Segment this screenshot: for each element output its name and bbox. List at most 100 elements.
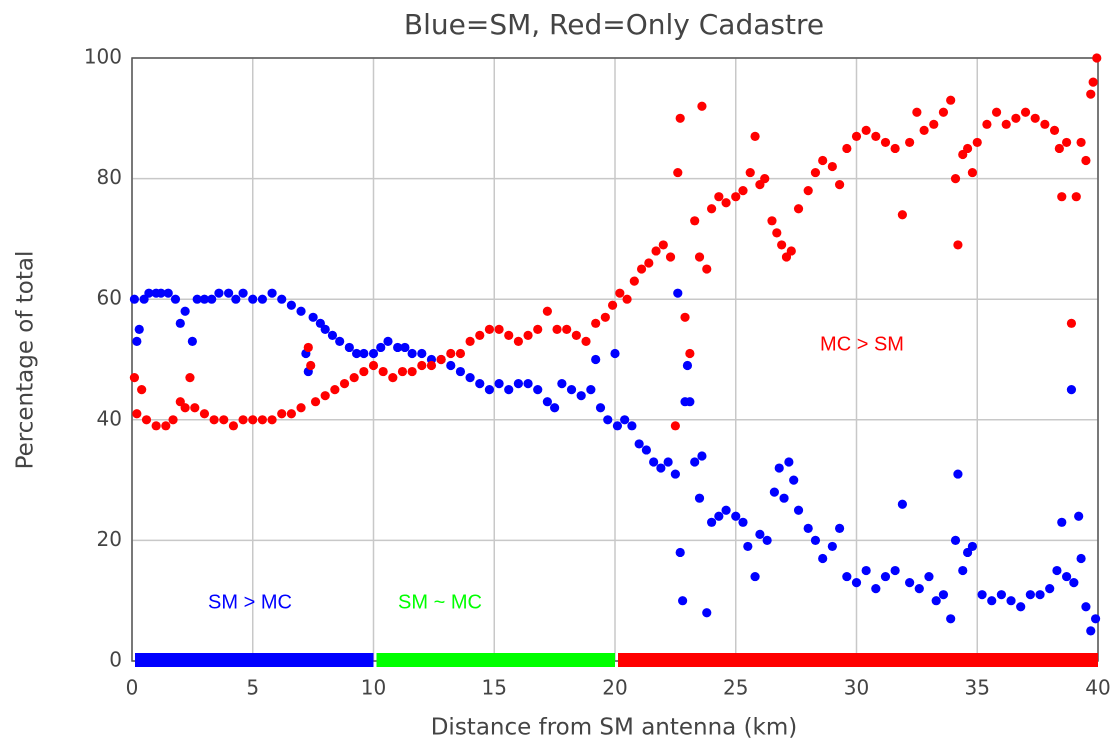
point: [1049, 125, 1060, 135]
point: [1086, 626, 1096, 636]
x-tick-label: 5: [246, 676, 259, 700]
x-tick-label: 10: [361, 676, 386, 700]
point: [1040, 119, 1050, 129]
chart-title: Blue=SM, Red=Only Cadastre: [404, 8, 824, 41]
point: [967, 167, 978, 178]
point: [982, 119, 992, 129]
point: [996, 590, 1007, 600]
point: [714, 511, 724, 521]
point: [170, 294, 181, 304]
point: [248, 415, 258, 425]
point: [296, 306, 306, 316]
point: [745, 167, 755, 178]
point: [504, 385, 514, 395]
point: [238, 415, 248, 425]
annotation: SM > MC: [208, 591, 292, 613]
point: [134, 324, 144, 334]
point: [533, 324, 543, 334]
point: [1081, 602, 1091, 612]
point: [685, 397, 695, 407]
point: [504, 330, 514, 340]
point: [455, 348, 466, 359]
point: [890, 143, 900, 154]
point: [296, 403, 306, 413]
point: [851, 131, 862, 141]
point: [286, 409, 296, 419]
region-band: [618, 653, 1098, 667]
point: [277, 294, 287, 304]
point: [1092, 53, 1102, 63]
point: [132, 336, 142, 347]
point: [774, 463, 784, 473]
point: [214, 288, 224, 298]
point: [1076, 553, 1086, 564]
point: [187, 336, 197, 347]
point: [400, 342, 410, 353]
x-tick-label: 30: [844, 676, 869, 700]
point: [912, 107, 922, 117]
point: [953, 469, 963, 479]
point: [484, 385, 495, 395]
point: [1066, 385, 1077, 395]
point: [905, 578, 915, 588]
point: [810, 535, 821, 546]
point: [368, 348, 379, 359]
point: [320, 391, 330, 401]
point: [897, 210, 907, 220]
annotation: SM ~ MC: [398, 591, 482, 613]
point: [694, 252, 705, 262]
point: [238, 288, 248, 298]
point: [834, 180, 845, 190]
point: [670, 469, 680, 479]
point: [586, 385, 596, 395]
point: [767, 216, 777, 226]
point: [675, 113, 685, 123]
point: [871, 131, 881, 141]
point: [612, 421, 623, 431]
point: [673, 167, 683, 178]
point: [750, 131, 760, 141]
point: [591, 354, 601, 365]
point: [417, 348, 427, 359]
point: [697, 101, 707, 111]
point: [566, 385, 577, 395]
point: [1016, 602, 1026, 612]
point: [219, 415, 229, 425]
point: [702, 264, 712, 274]
point: [786, 246, 796, 256]
point: [743, 541, 753, 552]
point: [465, 372, 475, 383]
point: [132, 409, 142, 419]
annotation: MC > SM: [820, 333, 904, 355]
point: [1035, 590, 1045, 600]
point: [880, 137, 891, 148]
point: [890, 565, 900, 576]
point: [636, 264, 647, 274]
point: [330, 385, 340, 395]
point: [446, 360, 456, 371]
point: [938, 107, 949, 117]
point: [320, 324, 330, 334]
point: [663, 457, 673, 467]
point: [731, 511, 741, 521]
point: [1054, 143, 1064, 154]
point: [678, 596, 688, 606]
point: [953, 240, 963, 250]
point: [793, 505, 804, 515]
point: [436, 354, 446, 365]
x-tick-label: 40: [1085, 676, 1110, 700]
point: [707, 204, 717, 214]
y-tick-label: 60: [97, 286, 122, 310]
point: [475, 379, 485, 389]
point: [627, 421, 637, 431]
point: [755, 529, 765, 539]
point: [190, 403, 200, 413]
point: [760, 174, 770, 184]
point: [914, 584, 924, 594]
point: [673, 288, 683, 298]
point: [144, 288, 154, 298]
point: [513, 379, 524, 389]
point: [905, 137, 915, 148]
point: [595, 403, 606, 413]
point: [991, 107, 1002, 117]
